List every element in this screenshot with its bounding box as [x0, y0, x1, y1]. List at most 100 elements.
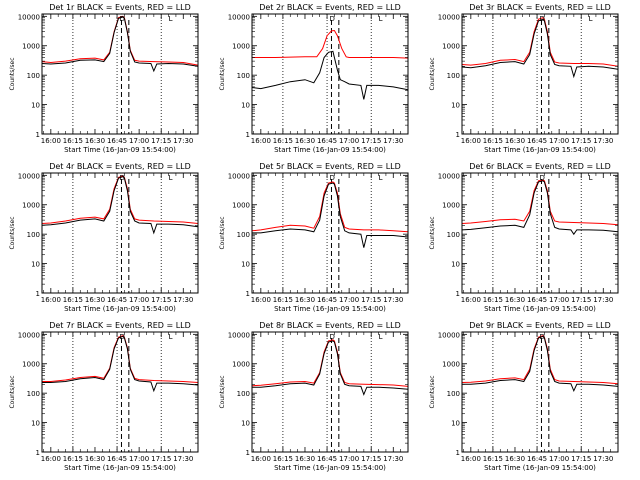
chart-panel-7: Det 7r BLACK = Events, RED = LLD D L 1 10 100… — [9, 321, 199, 472]
plot-frame — [461, 331, 619, 453]
x-tick-label: 17:00 — [339, 455, 359, 463]
marker-label: D — [329, 15, 334, 23]
x-tick-label: 16:45 — [527, 137, 547, 145]
y-tick-label: 10 — [31, 261, 40, 269]
x-tick-label: 16:30 — [85, 455, 105, 463]
y-axis-label: Counts/sec — [429, 57, 436, 90]
x-axis-label: Start Time (16-Jan-09 15:54:00) — [64, 305, 176, 313]
y-tick-label: 1000 — [232, 202, 250, 210]
plot-frame — [251, 331, 409, 453]
chart-panel-8: Det 8r BLACK = Events, RED = LLD D L 1 10 100… — [219, 321, 409, 472]
marker-label: D — [539, 174, 544, 182]
series-line-black — [252, 340, 408, 396]
y-axis-label: Counts/sec — [429, 216, 436, 249]
y-tick-label: 1000 — [232, 361, 250, 369]
x-axis-label: Start Time (16-Jan-09 15:54:00) — [484, 146, 596, 154]
y-tick-label: 10 — [241, 261, 250, 269]
x-tick-label: 17:30 — [173, 137, 193, 145]
x-tick-label: 17:15 — [151, 455, 171, 463]
x-tick-label: 16:00 — [41, 296, 61, 304]
y-tick-label: 100 — [27, 390, 40, 398]
x-tick-label: 17:15 — [151, 137, 171, 145]
chart-panel-1: Det 1r BLACK = Events, RED = LLD D L 1 10 100… — [9, 3, 199, 154]
marker-label: D — [329, 174, 334, 182]
y-tick-label: 100 — [447, 231, 460, 239]
x-axis-label: Start Time (16-Jan-09 15:54:00) — [64, 464, 176, 472]
x-tick-label: 16:45 — [107, 137, 127, 145]
x-tick-label: 17:00 — [549, 455, 569, 463]
series-group — [42, 335, 198, 393]
chart-panel-2: Det 2r BLACK = Events, RED = LLD D L 1 10 100… — [219, 3, 409, 154]
y-tick-label: 10 — [451, 102, 460, 110]
chart-title: Det 8r BLACK = Events, RED = LLD — [259, 321, 401, 330]
y-tick-label: 100 — [27, 231, 40, 239]
y-tick-label: 10000 — [438, 13, 460, 21]
series-line-black — [462, 335, 618, 393]
marker-label: L — [379, 333, 383, 341]
y-tick-label: 1 — [246, 290, 250, 298]
y-tick-label: 1 — [246, 131, 250, 139]
x-axis-label: Start Time (16-Jan-09 15:54:00) — [484, 464, 596, 472]
x-tick-label: 17:15 — [151, 296, 171, 304]
series-line-red — [42, 15, 198, 66]
marker-label: D — [539, 333, 544, 341]
x-tick-label: 16:45 — [527, 296, 547, 304]
y-tick-label: 10 — [451, 420, 460, 428]
x-tick-label: 17:15 — [361, 296, 381, 304]
x-tick-label: 16:00 — [41, 455, 61, 463]
series-line-black — [462, 18, 618, 79]
x-tick-label: 16:45 — [107, 455, 127, 463]
series-line-black — [42, 16, 198, 73]
y-tick-label: 10000 — [18, 172, 40, 180]
x-tick-label: 16:00 — [251, 455, 271, 463]
y-tick-label: 100 — [447, 390, 460, 398]
x-tick-label: 17:00 — [129, 455, 149, 463]
x-tick-label: 17:15 — [571, 455, 591, 463]
x-tick-label: 17:30 — [383, 137, 403, 145]
y-axis-label: Counts/sec — [9, 375, 16, 408]
x-tick-label: 17:30 — [173, 455, 193, 463]
chart-title: Det 5r BLACK = Events, RED = LLD — [259, 162, 401, 171]
chart-panel-3: Det 3r BLACK = Events, RED = LLD D L 1 10 100… — [429, 3, 619, 154]
y-tick-label: 10000 — [18, 331, 40, 339]
chart-panel-9: Det 9r BLACK = Events, RED = LLD D L 1 10 100… — [429, 321, 619, 472]
x-tick-label: 17:15 — [571, 137, 591, 145]
y-tick-label: 1 — [456, 290, 460, 298]
x-tick-label: 16:00 — [461, 296, 481, 304]
series-group — [252, 339, 408, 396]
marker-label: L — [169, 333, 173, 341]
y-tick-label: 100 — [237, 231, 250, 239]
series-group — [462, 335, 618, 393]
chart-panel-6: Det 6r BLACK = Events, RED = LLD D L 1 10 100… — [429, 162, 619, 313]
y-tick-label: 10 — [241, 102, 250, 110]
x-tick-label: 17:30 — [383, 455, 403, 463]
x-tick-label: 16:45 — [317, 137, 337, 145]
x-axis-label: Start Time (16-Jan-09 15:54:00) — [274, 305, 386, 313]
x-tick-label: 17:15 — [361, 455, 381, 463]
y-tick-label: 1 — [456, 449, 460, 457]
x-tick-label: 17:30 — [593, 137, 613, 145]
x-tick-label: 17:30 — [383, 296, 403, 304]
x-tick-label: 16:15 — [63, 296, 83, 304]
series-line-black — [252, 50, 408, 100]
marker-label: L — [379, 15, 383, 23]
y-tick-label: 10 — [31, 102, 40, 110]
chart-title: Det 4r BLACK = Events, RED = LLD — [49, 162, 191, 171]
y-tick-label: 1 — [36, 290, 40, 298]
marker-label: D — [329, 333, 334, 341]
y-tick-label: 100 — [27, 72, 40, 80]
x-tick-label: 16:45 — [317, 455, 337, 463]
x-tick-label: 17:00 — [129, 296, 149, 304]
x-tick-label: 16:30 — [505, 296, 525, 304]
x-tick-label: 16:30 — [295, 137, 315, 145]
plot-frame — [461, 13, 619, 135]
y-tick-label: 1000 — [22, 361, 40, 369]
series-line-red — [462, 335, 618, 385]
chart-panel-4: Det 4r BLACK = Events, RED = LLD D L 1 10 100… — [9, 162, 199, 313]
marker-label: L — [589, 15, 593, 23]
plot-frame — [251, 172, 409, 294]
y-axis-label: Counts/sec — [219, 375, 226, 408]
x-tick-label: 16:15 — [483, 137, 503, 145]
marker-label: D — [119, 333, 124, 341]
